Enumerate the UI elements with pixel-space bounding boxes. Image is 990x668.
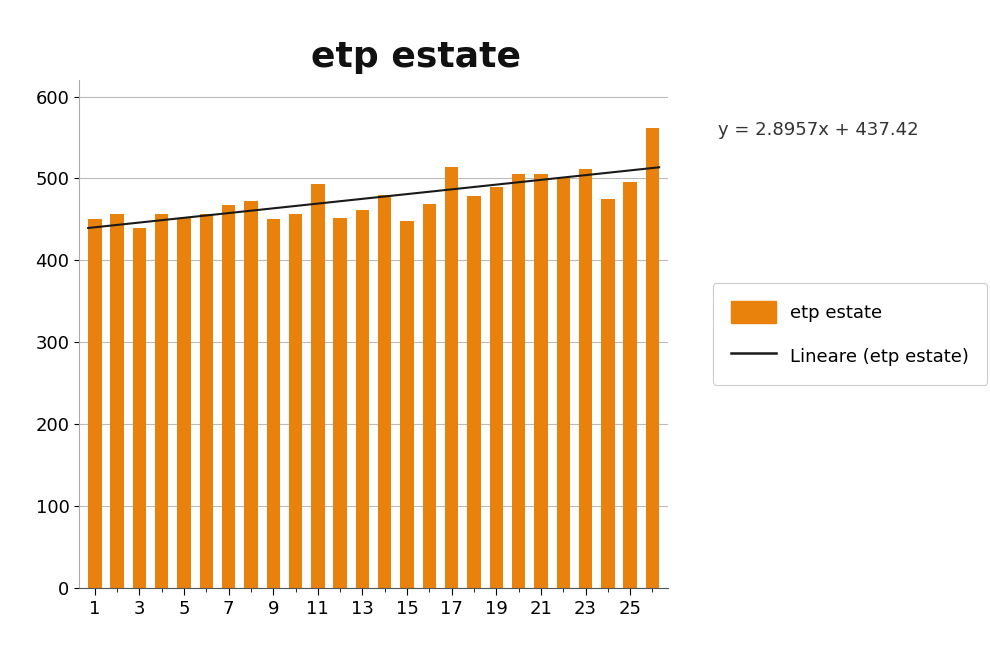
Bar [512, 174, 526, 588]
Bar [378, 195, 391, 588]
Bar [446, 167, 458, 588]
Bar [111, 214, 124, 588]
Bar [490, 186, 503, 588]
Bar [222, 204, 236, 588]
Bar [311, 184, 325, 588]
Bar [556, 178, 570, 588]
Bar [266, 219, 280, 588]
Text: y = 2.8957x + 437.42: y = 2.8957x + 437.42 [718, 121, 919, 139]
Bar [200, 214, 213, 588]
Bar [245, 200, 257, 588]
Text: etp estate: etp estate [311, 40, 521, 74]
Bar [601, 199, 615, 588]
Bar [423, 204, 436, 588]
Bar [133, 228, 147, 588]
Bar [400, 221, 414, 588]
Legend: etp estate, Lineare (etp estate): etp estate, Lineare (etp estate) [713, 283, 987, 385]
Bar [624, 182, 637, 588]
Bar [645, 128, 659, 588]
Bar [579, 170, 592, 588]
Bar [155, 214, 168, 588]
Bar [88, 218, 102, 588]
Bar [334, 218, 346, 588]
Bar [289, 214, 302, 588]
Bar [467, 196, 481, 588]
Bar [535, 174, 547, 588]
Bar [355, 210, 369, 588]
Bar [177, 218, 191, 588]
